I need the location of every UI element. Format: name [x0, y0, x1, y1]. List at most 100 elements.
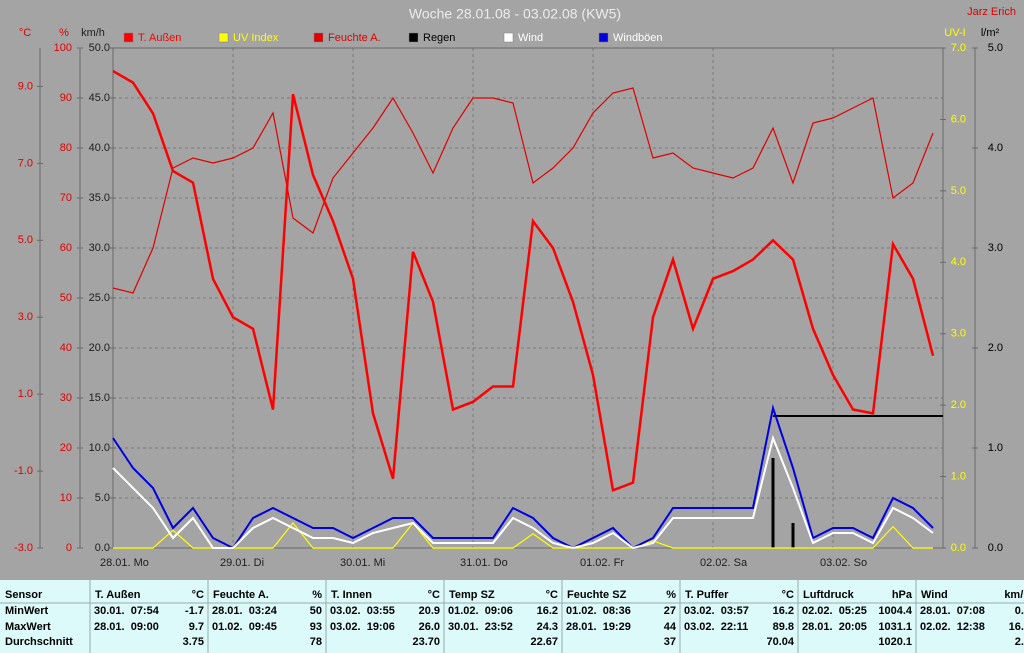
- max-time: 28.01. 09:00: [94, 621, 159, 633]
- y-tick-label: 3.0: [18, 311, 33, 323]
- row-label: Sensor: [5, 589, 43, 601]
- y-tick-label: 5.0: [988, 42, 1003, 54]
- y-tick-label: 5.0: [18, 234, 33, 246]
- column-name: T. Puffer: [685, 589, 729, 601]
- axis-label: °C: [19, 27, 31, 39]
- y-tick-label: 0.0: [951, 542, 966, 554]
- y-tick-label: 4.0: [988, 142, 1003, 154]
- legend-swatch: [313, 32, 324, 43]
- x-tick-label: 31.01. Do: [460, 557, 508, 569]
- chart-title: Woche 28.01.08 - 03.02.08 (KW5): [409, 6, 621, 22]
- y-tick-label: 9.0: [18, 80, 33, 92]
- row-label: MinWert: [5, 605, 49, 617]
- column-name: Temp SZ: [449, 589, 495, 601]
- max-value: 1031.1: [878, 621, 912, 633]
- column-unit: °C: [192, 589, 204, 601]
- legend-label: Windböen: [613, 32, 663, 44]
- max-time: 01.02. 09:45: [212, 621, 277, 633]
- min-time: 30.01. 07:54: [94, 605, 160, 617]
- y-tick-label: 90: [60, 92, 72, 104]
- avg-value: 1020.1: [878, 636, 912, 648]
- max-time: 03.02. 19:06: [330, 621, 395, 633]
- y-tick-label: 3.0: [988, 242, 1003, 254]
- y-tick-label: 10: [60, 492, 72, 504]
- y-tick-label: 0: [66, 542, 72, 554]
- axis-label: %: [59, 27, 69, 39]
- y-tick-label: 7.0: [18, 157, 33, 169]
- legend-label: Wind: [518, 32, 543, 44]
- axis-label: l/m²: [981, 27, 1000, 39]
- max-time: 30.01. 23:52: [448, 621, 513, 633]
- min-time: 02.02. 05:25: [802, 605, 867, 617]
- y-tick-label: 3.0: [951, 328, 966, 340]
- axis-label: UV-I: [944, 27, 965, 39]
- y-tick-label: 7.0: [951, 42, 966, 54]
- y-tick-label: 50: [60, 292, 72, 304]
- y-tick-label: 60: [60, 242, 72, 254]
- min-time: 03.02. 03:57: [684, 605, 749, 617]
- max-time: 28.01. 19:29: [566, 621, 631, 633]
- min-time: 01.02. 08:36: [566, 605, 631, 617]
- series-line: [113, 522, 933, 549]
- y-tick-label: -1.0: [14, 465, 33, 477]
- column-unit: °C: [428, 589, 440, 601]
- avg-value: 23.70: [412, 636, 440, 648]
- series-line: [112, 87, 934, 294]
- max-value: 9.7: [189, 621, 204, 633]
- background: [0, 0, 1024, 580]
- stats-table: Sensor MinWert MaxWert Durchschnitt T. Außen…: [0, 580, 1024, 653]
- max-value: 16.6: [1009, 621, 1024, 633]
- y-tick-label: 15.0: [89, 392, 110, 404]
- min-value: 27: [664, 605, 676, 617]
- min-time: 28.01. 03:24: [212, 605, 278, 617]
- y-tick-label: 1.0: [951, 470, 966, 482]
- column-unit: %: [666, 589, 676, 601]
- legend-swatch: [503, 32, 514, 43]
- y-tick-label: 2.0: [951, 399, 966, 411]
- axis-label: km/h: [81, 27, 105, 39]
- max-time: 03.02. 22:11: [684, 621, 748, 633]
- legend-label: UV Index: [233, 32, 279, 44]
- y-tick-label: 10.0: [89, 442, 110, 454]
- y-tick-label: 25.0: [89, 292, 110, 304]
- avg-value: 78: [310, 636, 322, 648]
- y-tick-label: 40.0: [89, 142, 110, 154]
- y-tick-label: 0.0: [988, 542, 1003, 554]
- x-tick-label: 03.02. So: [820, 557, 867, 569]
- max-value: 44: [664, 621, 677, 633]
- column-unit: km/h: [1004, 589, 1024, 601]
- column-unit: °C: [546, 589, 558, 601]
- column-unit: °C: [782, 589, 794, 601]
- row-label: Durchschnitt: [5, 636, 73, 648]
- min-value: 20.9: [419, 605, 440, 617]
- avg-value: 2.1: [1015, 636, 1024, 648]
- min-time: 03.02. 03:55: [330, 605, 395, 617]
- x-tick-label: 30.01. Mi: [340, 557, 385, 569]
- avg-value: 37: [664, 636, 676, 648]
- series-line: [112, 69, 935, 493]
- y-tick-label: 30: [60, 392, 72, 404]
- y-tick-label: 5.0: [95, 492, 110, 504]
- max-time: 02.02. 12:38: [920, 621, 985, 633]
- avg-value: 3.75: [183, 636, 204, 648]
- y-tick-label: 1.0: [18, 388, 33, 400]
- y-tick-label: 6.0: [951, 113, 966, 125]
- min-time: 01.02. 09:06: [448, 605, 513, 617]
- y-tick-label: 40: [60, 342, 72, 354]
- x-tick-label: 29.01. Di: [220, 557, 264, 569]
- legend-label: Regen: [423, 32, 455, 44]
- rain-bar: [791, 523, 795, 548]
- series-line: [112, 434, 934, 550]
- max-value: 26.0: [419, 621, 440, 633]
- avg-value: 22.67: [530, 636, 558, 648]
- y-tick-label: 20: [60, 442, 72, 454]
- min-time: 28.01. 07:08: [920, 605, 985, 617]
- column-name: Wind: [921, 589, 948, 601]
- legend-label: T. Außen: [138, 32, 181, 44]
- series-line: [112, 404, 934, 550]
- author: Jarz Erich: [967, 6, 1016, 18]
- column-name: T. Außen: [95, 589, 141, 601]
- column-unit: %: [312, 589, 322, 601]
- legend-swatch: [598, 32, 609, 43]
